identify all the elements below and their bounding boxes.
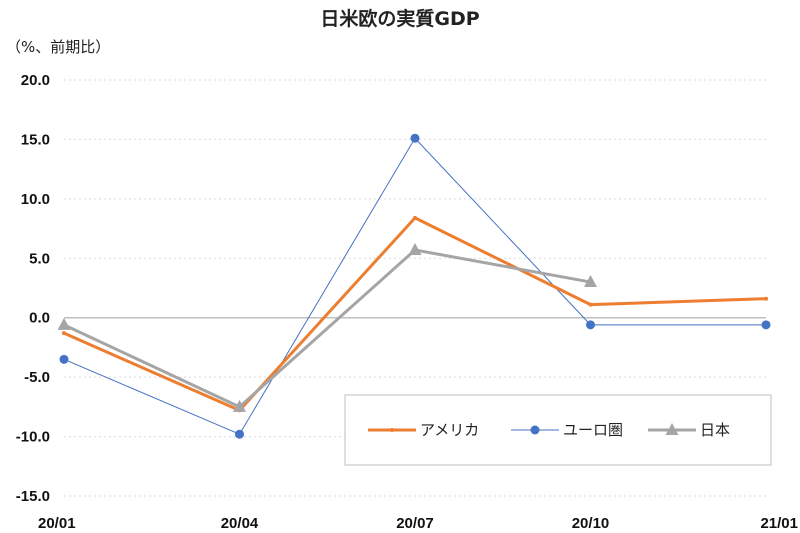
y-tick-label: -5.0 [24, 369, 50, 386]
series-line [63, 137, 766, 435]
legend-item: 日本 [648, 421, 730, 439]
data-point [761, 320, 771, 330]
y-tick-label: 0.0 [29, 310, 50, 327]
data-point [413, 215, 417, 220]
data-point [665, 423, 679, 435]
data-point [530, 425, 540, 435]
data-point [588, 302, 593, 307]
legend-label: 日本 [700, 421, 730, 439]
data-point [584, 275, 597, 288]
data-point [62, 331, 66, 336]
y-tick-label: -10.0 [16, 429, 50, 446]
legend-label: ユーロ圏 [563, 421, 623, 439]
legend-item: ユーロ圏 [511, 421, 623, 439]
y-tick-label: 20.0 [21, 72, 50, 89]
data-point [390, 428, 394, 432]
y-tick-label: -15.0 [16, 488, 50, 505]
x-tick-label: 20/07 [396, 515, 434, 532]
data-point [764, 296, 768, 301]
y-unit-label: （%、前期比） [6, 38, 110, 56]
series-1 [59, 133, 771, 439]
x-tick-label: 21/01 [760, 515, 798, 532]
y-tick-label: 5.0 [29, 250, 50, 267]
y-tick-label: 10.0 [21, 191, 50, 208]
x-tick-label: 20/01 [38, 515, 76, 532]
data-point [233, 399, 246, 412]
data-point [410, 133, 420, 143]
x-tick-label: 20/04 [221, 515, 259, 532]
x-tick-label: 20/10 [572, 515, 610, 532]
axis-ticks: 20.0 15.0 10.0 5.0 0.0 -5.0 -10.0 -15.0 20/01 20/… [16, 72, 798, 532]
y-tick-label: 15.0 [21, 131, 50, 148]
series-2 [57, 242, 597, 412]
data-point [586, 320, 595, 330]
data-point [235, 429, 244, 439]
legend-item: アメリカ [368, 421, 479, 439]
grid [64, 79, 766, 497]
series-line [63, 248, 591, 409]
series-lines [57, 133, 771, 439]
data-point [408, 242, 422, 255]
data-point [57, 317, 71, 330]
data-point [59, 354, 69, 364]
chart-title: 日米欧の実質GDP [320, 7, 479, 30]
legend-label: アメリカ [420, 421, 479, 439]
legend: アメリカ ユーロ圏 日本 [344, 394, 772, 466]
